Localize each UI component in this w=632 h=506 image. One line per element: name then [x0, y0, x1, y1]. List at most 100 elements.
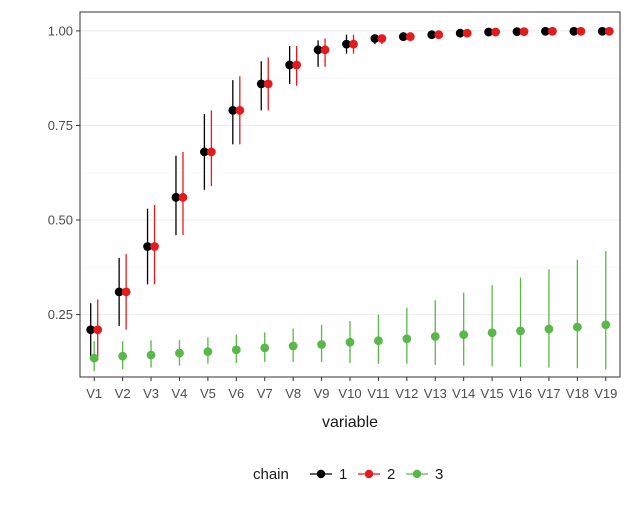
legend-label: 3	[435, 466, 443, 483]
data-point	[206, 147, 216, 157]
legend-title: chain	[253, 466, 289, 483]
x-tick-label: V8	[285, 386, 301, 401]
data-point	[377, 34, 387, 43]
data-point	[199, 147, 209, 157]
x-tick-label: V6	[228, 386, 244, 401]
data-point	[405, 32, 415, 41]
data-point	[370, 34, 380, 43]
data-point	[288, 341, 298, 351]
x-tick-label: V4	[172, 386, 188, 401]
legend-key-3: 3	[406, 466, 443, 483]
x-tick-label: V11	[367, 386, 389, 401]
y-tick-label: 0.75	[48, 118, 73, 133]
data-point	[374, 336, 383, 346]
data-point	[285, 60, 295, 70]
data-point	[548, 26, 557, 36]
x-tick-label: V9	[314, 386, 330, 401]
data-point	[150, 242, 159, 251]
data-point	[228, 105, 238, 115]
data-point	[143, 242, 152, 251]
legend-key-1: 1	[310, 466, 347, 483]
legend: chain 1 2 3	[253, 466, 443, 483]
legend-key-2: 2	[358, 466, 395, 483]
data-point	[491, 27, 501, 37]
data-point	[597, 26, 607, 36]
series-chain-2	[93, 26, 614, 360]
y-tick-label: 0.25	[48, 307, 73, 322]
data-point	[455, 28, 465, 38]
x-tick-label: V16	[509, 386, 532, 401]
data-point	[427, 30, 437, 40]
x-tick-label: V18	[566, 386, 589, 401]
data-point	[601, 320, 611, 330]
data-point	[93, 325, 103, 335]
x-tick-label: V15	[481, 386, 504, 401]
data-point	[175, 348, 184, 358]
data-point	[541, 26, 550, 36]
x-tick-label: V19	[594, 386, 617, 401]
data-point	[572, 322, 582, 332]
data-point	[260, 343, 270, 353]
data-point	[231, 345, 241, 355]
data-point	[317, 340, 326, 349]
x-tick-label: V17	[537, 386, 560, 401]
data-point	[430, 332, 440, 341]
grid-layer	[80, 30, 620, 316]
legend-key-point	[412, 469, 422, 479]
data-point	[402, 334, 412, 344]
data-point	[462, 28, 472, 38]
data-point	[292, 60, 302, 70]
axis-layer: 0.25 0.50 0.75 1.00 V1 V2 V3 V4 V5 V6 V7 V8 V9 V10 V11…	[48, 23, 618, 401]
series-chain-1	[86, 26, 607, 357]
x-tick-label: V2	[115, 386, 131, 401]
data-point	[519, 27, 529, 37]
legend-key-point	[316, 469, 326, 479]
data-point	[313, 45, 323, 55]
y-tick-label: 1.00	[48, 23, 73, 38]
data-point	[349, 39, 358, 49]
data-point	[569, 26, 579, 36]
data-point	[171, 192, 181, 202]
data-point	[434, 30, 444, 40]
x-tick-label: V14	[452, 386, 475, 401]
data-point	[342, 39, 351, 49]
x-tick-label: V1	[86, 386, 102, 401]
x-tick-label: V3	[143, 386, 159, 401]
x-tick-label: V5	[200, 386, 216, 401]
data-point	[320, 45, 330, 55]
data-point	[114, 287, 124, 297]
series-chain-3	[89, 251, 611, 372]
data-point	[459, 330, 469, 340]
x-tick-label: V10	[338, 386, 361, 401]
data-point	[484, 27, 494, 37]
data-point	[398, 32, 408, 41]
data-point	[203, 347, 213, 357]
data-point	[345, 337, 355, 347]
data-point	[256, 79, 266, 89]
data-point	[512, 27, 522, 37]
data-point	[146, 350, 156, 360]
data-point	[576, 26, 586, 36]
data-point	[487, 328, 497, 338]
y-tick-label: 0.50	[48, 213, 73, 228]
data-point	[263, 79, 273, 89]
data-point	[516, 326, 525, 336]
legend-label: 2	[387, 466, 395, 483]
data-point	[178, 192, 188, 202]
legend-label: 1	[339, 466, 347, 483]
data-point	[89, 353, 99, 363]
data-point	[86, 325, 96, 335]
data-point	[604, 26, 614, 36]
legend-key-point	[364, 469, 374, 479]
data-point	[235, 105, 245, 115]
x-tick-label: V7	[257, 386, 273, 401]
x-tick-label: V12	[395, 386, 418, 401]
data-point	[118, 351, 128, 361]
data-point	[544, 324, 554, 334]
data-point	[121, 287, 131, 297]
x-tick-label: V13	[424, 386, 447, 401]
x-axis-title: variable	[322, 414, 378, 431]
series-layer	[86, 26, 614, 372]
